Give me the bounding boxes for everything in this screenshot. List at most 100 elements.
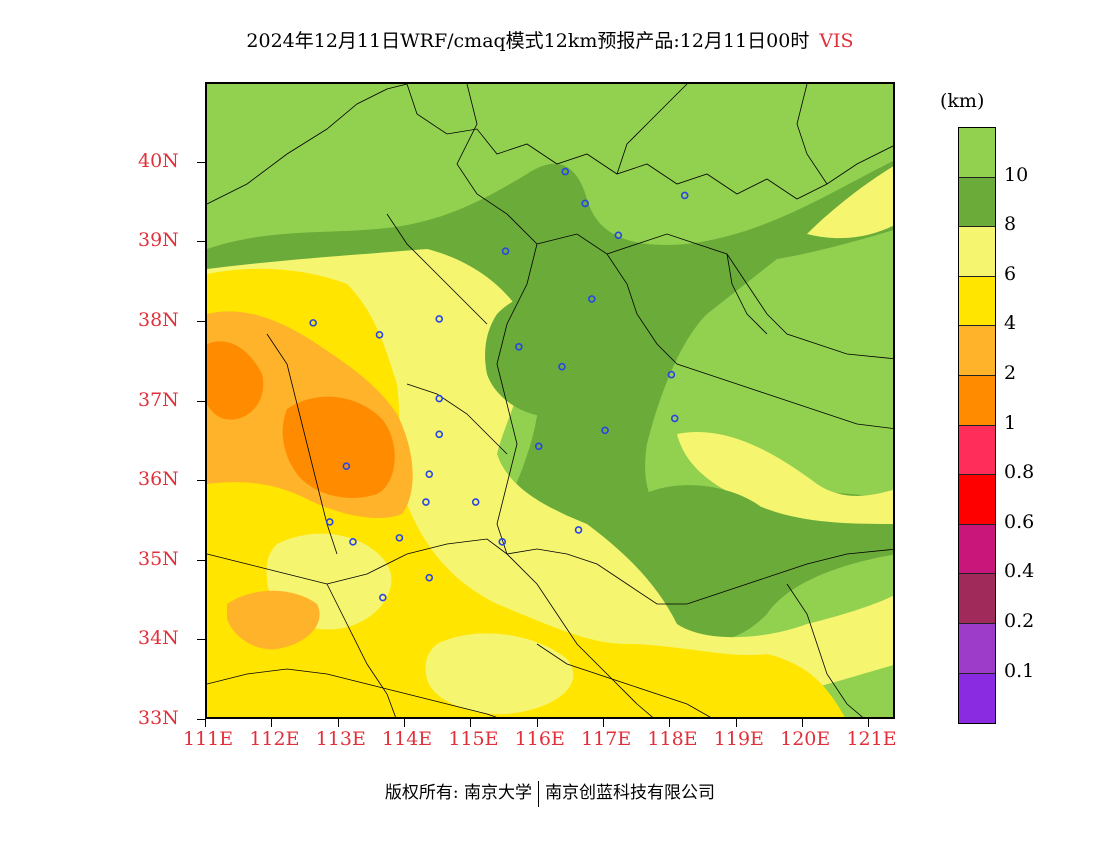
- colorbar-label: 0.8: [1004, 461, 1035, 484]
- lat-tick-label: 40N: [138, 149, 179, 172]
- station-marker: [435, 430, 444, 439]
- lat-tick-label: 38N: [138, 308, 179, 331]
- lon-tick-label: 118E: [647, 728, 698, 750]
- colorbar-label: 2: [1004, 362, 1017, 384]
- station-marker: [558, 362, 566, 371]
- footer-separator: [538, 780, 540, 807]
- colorbar-cell: [959, 673, 995, 724]
- lon-tick-label: 119E: [713, 728, 764, 750]
- lat-tick-label: 37N: [138, 388, 179, 411]
- colorbar-cell: [959, 326, 995, 376]
- lon-tick-label: 113E: [315, 728, 366, 750]
- copyright-footer: 版权所有: 南京大学 南京创蓝科技有限公司: [0, 778, 1100, 807]
- lat-tick: [197, 161, 205, 163]
- colorbar-label: 8: [1004, 213, 1017, 236]
- colorbar-cell: [959, 128, 995, 178]
- lon-tick-label: 115E: [448, 728, 499, 750]
- station-marker: [574, 526, 583, 534]
- station-marker: [498, 538, 507, 546]
- station-marker: [395, 534, 404, 542]
- station-marker: [680, 191, 689, 200]
- title-main: 2024年12月11日WRF/cmaq模式12km预报产品:12月11日00时: [246, 30, 810, 52]
- colorbar-cell: [959, 425, 995, 476]
- colorbar-label: 0.4: [1004, 560, 1035, 583]
- colorbar-label: 1: [1004, 411, 1017, 434]
- station-marker: [561, 167, 570, 176]
- zone-1-2-center: [282, 396, 395, 498]
- station-marker: [435, 315, 444, 323]
- lon-tick: [669, 719, 671, 727]
- lon-tick-label: 114E: [382, 728, 433, 750]
- colorbar-cell: [959, 623, 995, 674]
- zone-8-10-east: [621, 485, 777, 603]
- station-marker: [349, 538, 357, 546]
- colorbar-cell: [959, 475, 995, 525]
- zone-2-4-sw: [227, 590, 320, 650]
- lon-tick: [735, 719, 737, 727]
- station-marker: [342, 462, 351, 471]
- lon-tick: [271, 719, 273, 727]
- station-markers: [309, 167, 689, 602]
- zone-8-10-center: [485, 291, 598, 417]
- lat-tick: [197, 559, 205, 561]
- colorbar-cell: [959, 227, 995, 277]
- station-marker: [471, 498, 480, 506]
- colorbar-label: 0.2: [1004, 610, 1035, 632]
- lon-tick: [337, 719, 339, 727]
- lon-tick: [205, 719, 206, 727]
- station-marker: [425, 470, 434, 478]
- visibility-map: [207, 84, 893, 717]
- colorbar-label: 0.6: [1004, 510, 1035, 533]
- colorbar-cell: [959, 524, 995, 575]
- admin-borders: [207, 84, 893, 717]
- station-marker: [667, 370, 676, 379]
- station-marker: [670, 414, 679, 423]
- lon-tick-label: 112E: [249, 728, 300, 750]
- lon-tick-label: 116E: [514, 728, 565, 750]
- title-variable: VIS: [819, 30, 854, 52]
- station-marker: [601, 426, 609, 435]
- lon-tick: [802, 719, 804, 727]
- lat-tick-label: 33N: [138, 707, 179, 729]
- lon-tick-label: 117E: [581, 728, 632, 750]
- station-marker: [325, 518, 334, 526]
- colorbar-label: 4: [1004, 312, 1017, 335]
- lat-tick-label: 39N: [138, 229, 179, 252]
- lat-tick: [197, 320, 205, 322]
- zone-1-2-west: [207, 341, 264, 420]
- lat-tick: [197, 241, 205, 243]
- station-marker: [515, 342, 523, 351]
- station-marker: [614, 231, 623, 240]
- lon-tick: [603, 719, 605, 727]
- lat-tick: [197, 639, 205, 641]
- station-marker: [501, 247, 510, 256]
- footer-right: 南京创蓝科技有限公司: [545, 783, 716, 803]
- map-panel: [205, 82, 895, 719]
- colorbar-cell: [959, 276, 995, 327]
- colorbar-label: 6: [1004, 262, 1017, 285]
- zone-6-8-s: [425, 633, 574, 715]
- lon-tick-label: 120E: [780, 728, 831, 750]
- colorbar: [958, 127, 996, 725]
- colorbar-label: 0.1: [1004, 659, 1035, 682]
- station-marker: [588, 295, 596, 303]
- colorbar-units: (km): [940, 90, 985, 112]
- lat-tick-label: 35N: [138, 547, 179, 570]
- station-marker: [422, 498, 430, 506]
- station-marker: [435, 394, 444, 403]
- station-marker: [581, 199, 589, 208]
- zone-6-8-ne: [807, 166, 893, 239]
- chart-title: 2024年12月11日WRF/cmaq模式12km预报产品:12月11日00时 V…: [0, 26, 1100, 53]
- lat-tick: [197, 480, 205, 482]
- lat-tick-label: 36N: [138, 468, 179, 491]
- zone-6-8-e: [677, 432, 893, 524]
- station-marker: [534, 442, 543, 451]
- station-marker: [425, 573, 434, 582]
- colorbar-label: 10: [1004, 163, 1029, 186]
- colorbar-cell: [959, 375, 995, 426]
- lat-tick: [197, 400, 205, 402]
- station-marker: [379, 593, 387, 602]
- lat-tick-label: 34N: [138, 627, 179, 650]
- station-marker: [309, 319, 317, 327]
- lon-tick-label: 111E: [183, 728, 234, 750]
